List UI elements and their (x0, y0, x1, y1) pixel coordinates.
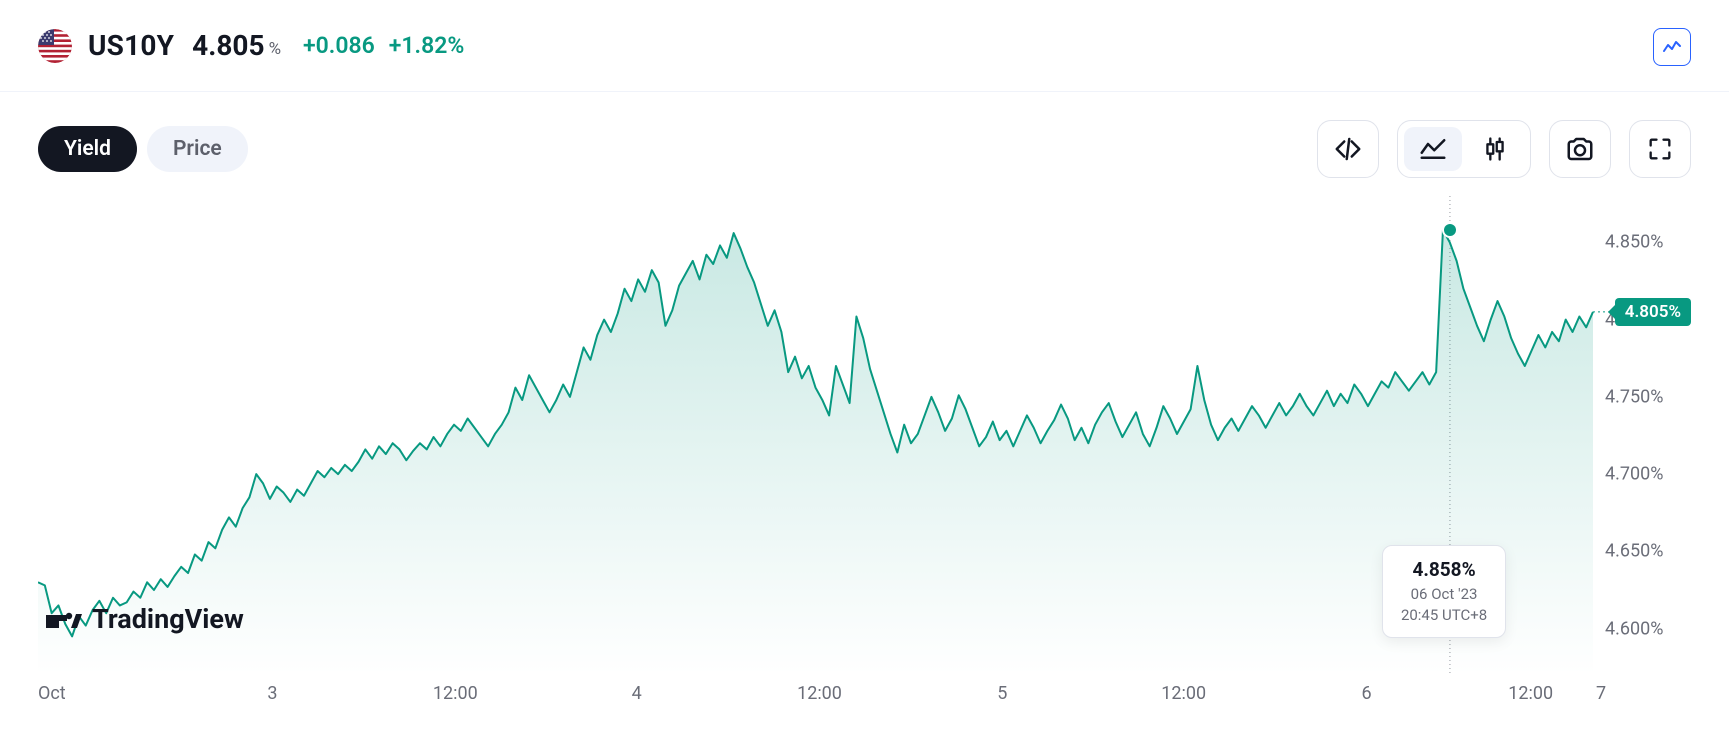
tooltip-value: 4.858% (1401, 556, 1487, 584)
header-bar: US10Y 4.805 % +0.086 +1.82% (0, 0, 1729, 92)
y-tick-label: 4.650% (1605, 541, 1663, 562)
brand-label: TradingView (92, 603, 244, 635)
y-tick-label: 4.850% (1605, 232, 1663, 253)
crosshair-tooltip: 4.858% 06 Oct '23 20:45 UTC+8 (1382, 545, 1506, 638)
header-actions (1653, 28, 1691, 66)
change-percent: +1.82% (389, 32, 465, 59)
price-unit: % (269, 39, 281, 59)
x-tick-label: 12:00 (1508, 683, 1553, 704)
tab-price[interactable]: Price (147, 126, 248, 172)
last-price-tag-label: 4.805% (1625, 302, 1681, 322)
x-tick-label: 12:00 (1161, 683, 1206, 704)
toolbar (1317, 120, 1691, 178)
code-button[interactable] (1317, 120, 1379, 178)
mini-chart-button[interactable] (1653, 28, 1691, 66)
x-tick-label: 12:00 (433, 683, 478, 704)
crosshair-dot-icon (1444, 224, 1456, 236)
measure-segment: Yield Price (38, 126, 248, 172)
x-tick-label: 3 (267, 683, 277, 704)
last-price: 4.805 (192, 29, 264, 62)
symbol-name[interactable]: US10Y (88, 29, 174, 62)
tab-yield[interactable]: Yield (38, 126, 137, 172)
x-tick-label: 5 (997, 683, 1007, 704)
x-tick-label: 7 (1596, 683, 1606, 704)
snapshot-button[interactable] (1549, 120, 1611, 178)
y-tick-label: 4.600% (1605, 618, 1663, 639)
flag-icon (38, 29, 72, 63)
controls-row: Yield Price (0, 92, 1729, 172)
x-tick-label: 12:00 (797, 683, 842, 704)
x-axis[interactable]: Oct312:00412:00512:00612:007 (38, 683, 1601, 713)
y-tick-label: 4.750% (1605, 386, 1663, 407)
x-tick-label: 4 (632, 683, 642, 704)
tradingview-logo[interactable]: TradingView (46, 603, 244, 635)
chart-type-group (1397, 120, 1531, 178)
tooltip-date: 06 Oct '23 (1401, 584, 1487, 606)
last-price-tag: 4.805% (1615, 298, 1691, 326)
y-tick-label: 4.700% (1605, 464, 1663, 485)
change-absolute: +0.086 (303, 32, 375, 59)
fullscreen-button[interactable] (1629, 120, 1691, 178)
y-axis[interactable]: 4.600%4.650%4.700%4.750%4.800%4.850% (1605, 196, 1691, 675)
tooltip-time: 20:45 UTC+8 (1401, 605, 1487, 627)
area-chart-button[interactable] (1404, 127, 1462, 171)
x-tick-label: 6 (1361, 683, 1371, 704)
x-tick-label: Oct (38, 683, 66, 704)
candlestick-button[interactable] (1466, 127, 1524, 171)
